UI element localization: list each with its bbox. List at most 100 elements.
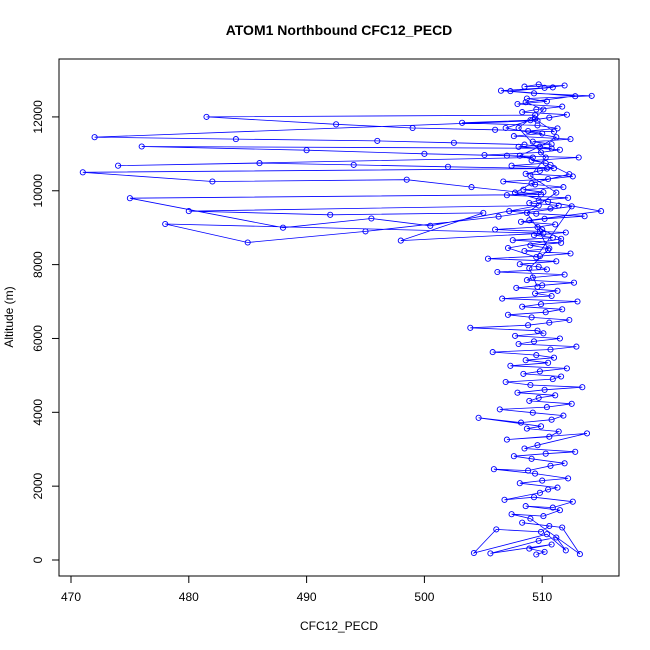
data-point <box>487 550 494 557</box>
data-point <box>530 494 538 501</box>
data-point <box>543 531 550 538</box>
data-point <box>525 127 532 135</box>
data-point <box>533 352 540 359</box>
data-point <box>534 117 541 124</box>
data-point <box>79 169 86 176</box>
data-point <box>537 149 545 156</box>
y-tick-label: 0 <box>31 556 45 563</box>
data-point <box>572 448 579 455</box>
plot-frame <box>58 58 620 577</box>
data-point <box>507 362 514 369</box>
data-point <box>575 154 582 161</box>
data-point <box>481 151 488 159</box>
data-point <box>583 430 591 437</box>
data-point <box>523 95 530 102</box>
data-point <box>543 165 550 172</box>
data-point <box>492 126 499 133</box>
data-point <box>542 154 549 161</box>
data-point <box>528 314 535 321</box>
data-point <box>427 222 434 229</box>
data-point <box>519 109 526 116</box>
data-point <box>545 246 552 253</box>
data-point <box>540 230 547 237</box>
data-point <box>516 152 523 159</box>
data-point <box>529 138 536 145</box>
data-point <box>256 160 263 167</box>
data-point <box>521 141 528 148</box>
data-point <box>547 161 554 168</box>
data-point <box>503 192 510 199</box>
data-point <box>475 414 482 421</box>
x-tick-label: 490 <box>297 590 317 604</box>
data-point <box>527 242 534 249</box>
data-point <box>541 215 548 222</box>
data-point <box>495 213 502 220</box>
data-point <box>496 406 503 413</box>
data-point <box>546 319 553 326</box>
data-point <box>532 112 539 119</box>
data-point <box>519 303 526 310</box>
data-point <box>244 239 251 246</box>
data-point <box>480 209 487 216</box>
data-point <box>529 409 536 416</box>
data-point <box>552 221 559 228</box>
data-point <box>550 165 558 172</box>
data-point <box>572 93 579 100</box>
data-point <box>516 261 523 268</box>
data-point <box>327 211 334 218</box>
data-point <box>333 121 340 128</box>
series-line <box>82 83 602 555</box>
data-point <box>497 87 505 94</box>
data-point <box>503 152 510 159</box>
data-point <box>559 103 566 110</box>
y-tick-label: 8000 <box>31 251 45 278</box>
data-point <box>536 228 543 235</box>
data-point <box>545 486 552 493</box>
data-point <box>528 157 535 164</box>
data-point <box>368 215 375 222</box>
data-point <box>561 82 568 89</box>
data-point <box>546 114 553 121</box>
data-point <box>550 354 558 361</box>
data-point <box>545 175 552 183</box>
data-point <box>409 124 416 132</box>
data-point <box>543 404 550 411</box>
data-point <box>569 498 576 505</box>
data-point <box>532 181 539 188</box>
data-point <box>526 265 533 272</box>
data-point <box>561 271 568 278</box>
data-point <box>525 322 532 329</box>
x-tick-label: 470 <box>61 590 81 604</box>
data-point <box>523 425 530 432</box>
data-point <box>561 460 568 467</box>
data-point <box>403 176 410 183</box>
data-point <box>547 462 554 469</box>
data-point <box>470 549 477 557</box>
data-point <box>467 324 474 331</box>
data-point <box>570 279 578 286</box>
data-point <box>490 466 497 473</box>
data-point <box>209 178 216 185</box>
data-point <box>533 254 540 261</box>
data-point <box>542 309 549 316</box>
data-point <box>527 381 534 389</box>
x-axis-label: CFC12_PECD <box>300 619 378 633</box>
data-point <box>502 124 509 132</box>
data-point <box>522 99 529 106</box>
data-point <box>552 392 559 399</box>
data-point <box>539 130 546 137</box>
data-point <box>556 507 563 514</box>
data-point <box>536 143 543 150</box>
data-point <box>126 195 133 202</box>
data-point <box>527 515 534 522</box>
data-point <box>534 283 541 290</box>
data-point <box>444 163 452 170</box>
data-point <box>515 143 522 150</box>
data-point <box>548 416 555 423</box>
data-point <box>520 186 527 193</box>
data-point <box>508 162 515 169</box>
y-tick-label: 10000 <box>31 174 45 208</box>
data-point <box>534 327 541 334</box>
data-point <box>562 229 569 236</box>
data-point <box>350 161 357 168</box>
